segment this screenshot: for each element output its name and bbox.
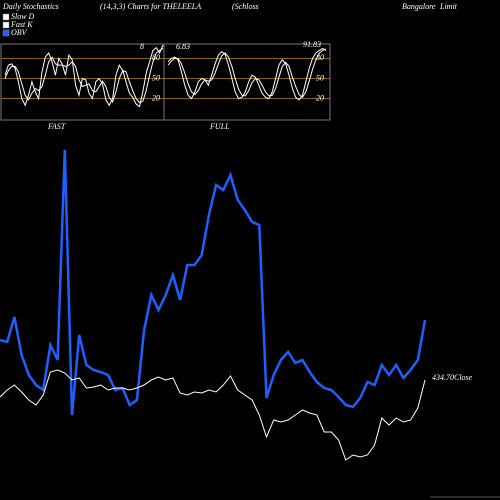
legend-swatch <box>2 13 10 21</box>
annotation: 8 <box>140 42 144 51</box>
series-line <box>0 369 426 461</box>
series-line <box>4 44 164 108</box>
series-line <box>0 149 427 416</box>
annotation: 91.83 <box>303 40 321 49</box>
panel-frame <box>163 43 331 121</box>
panel-title: FULL <box>209 122 230 131</box>
header-text: Daily Stochastics <box>2 2 59 11</box>
header-text: (14,3,3) Charts for THELEELA <box>100 2 201 11</box>
panel-frame <box>0 43 168 121</box>
annotation: 434.70Close <box>432 373 473 382</box>
y-tick-label: 80 <box>316 53 324 62</box>
y-tick-label: 50 <box>316 73 324 82</box>
legend-swatch <box>2 21 10 29</box>
y-tick-label: 80 <box>152 53 160 62</box>
annotation: 6.83 <box>176 42 190 51</box>
legend-label: OBV <box>11 28 28 37</box>
series-line <box>167 47 327 101</box>
header-text: Limit <box>439 2 458 11</box>
y-tick-label: 20 <box>152 93 160 102</box>
series-line <box>4 47 164 104</box>
y-tick-label: 50 <box>152 73 160 82</box>
y-tick-label: 20 <box>316 93 324 102</box>
series-line <box>167 48 327 99</box>
header-text: (Schloss <box>232 2 259 11</box>
legend-label: Fast K <box>10 20 33 29</box>
legend-swatch <box>2 29 10 37</box>
legend-label: Slow D <box>11 12 35 21</box>
header-text: Bangalore <box>402 2 436 11</box>
panel-title: FAST <box>47 122 66 131</box>
